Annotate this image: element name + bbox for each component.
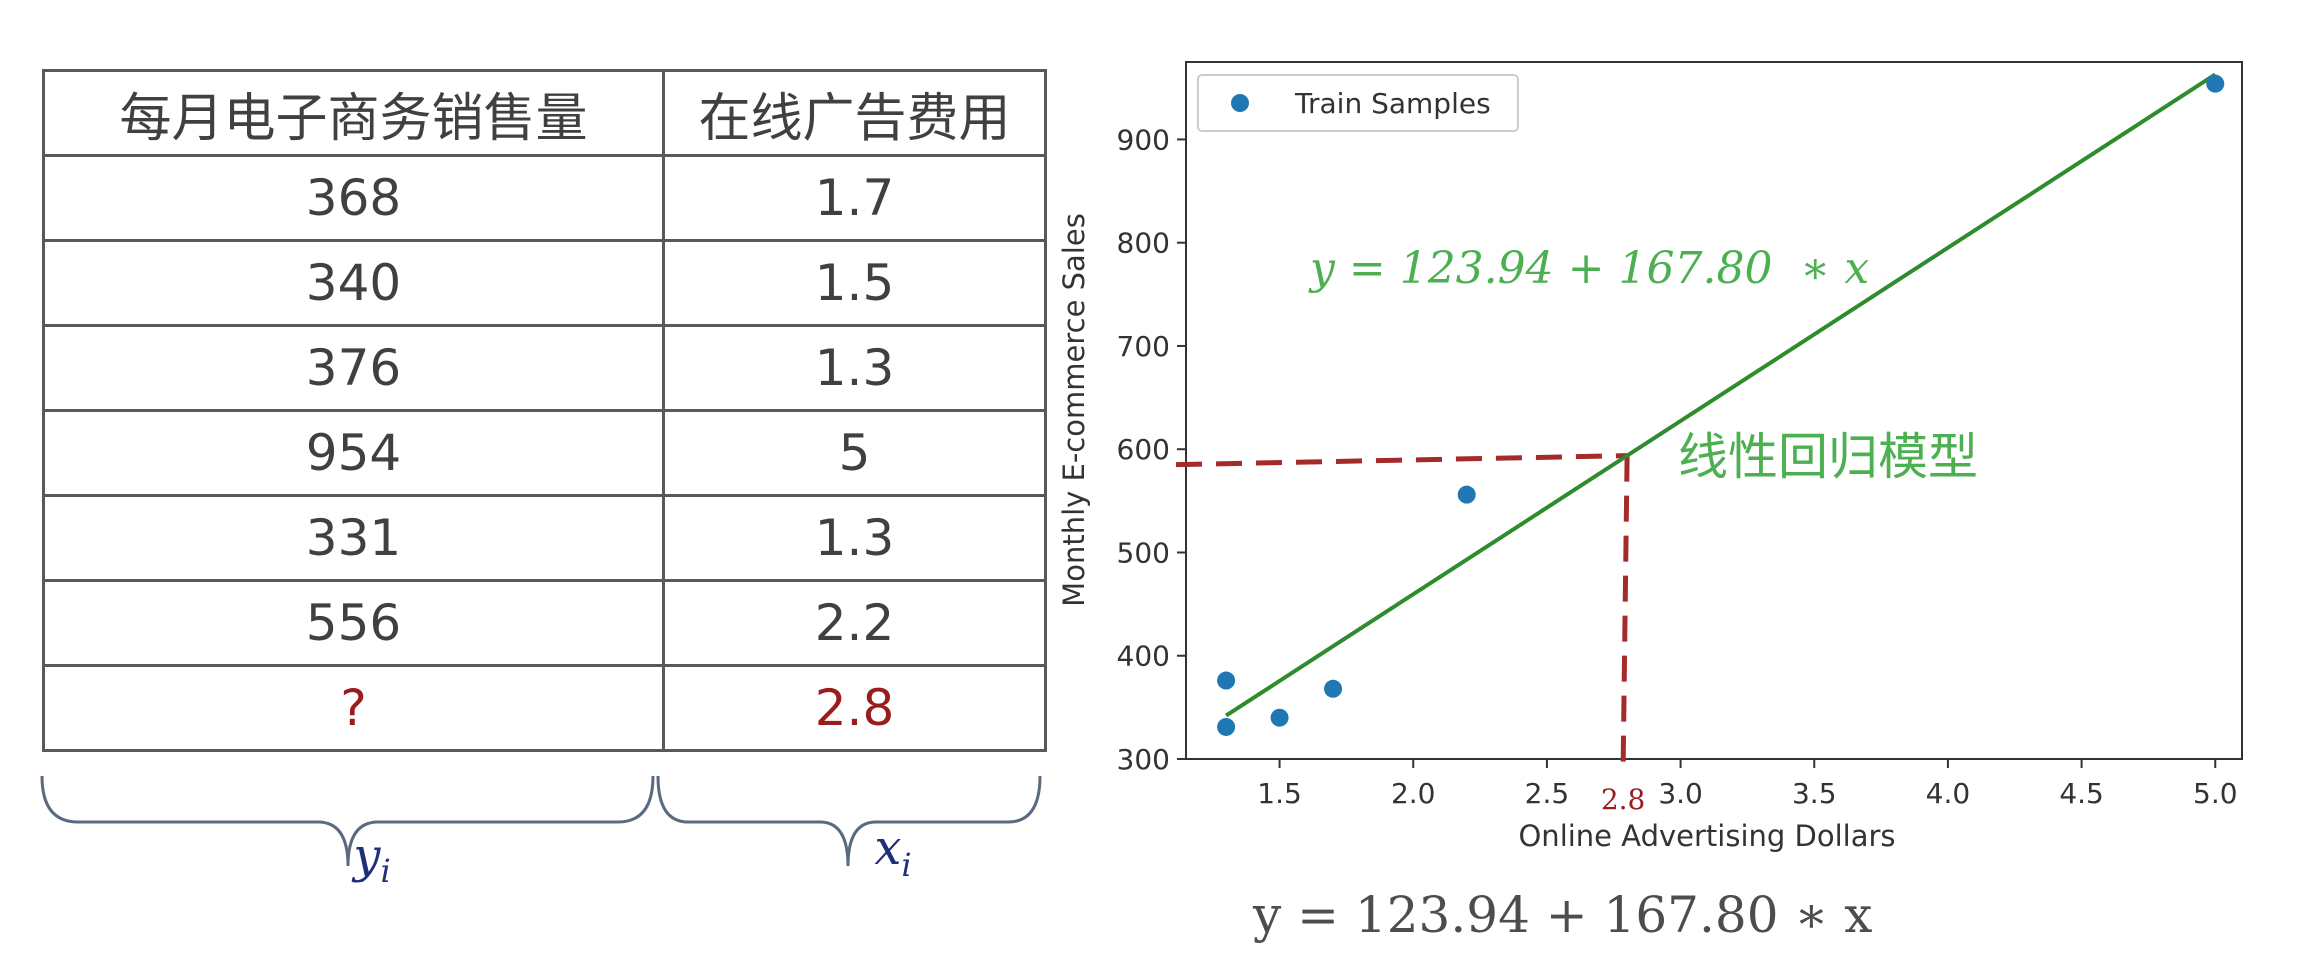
header-ad-cost: 在线广告费用 [662, 69, 1047, 157]
cell-sales-unknown: ? [42, 664, 665, 752]
legend: Train Samples [1197, 74, 1519, 132]
annotation-linear-regression: 线性回归模型 [1678, 428, 1978, 486]
x-tick-label: 3.0 [1658, 777, 1703, 810]
table-row: 376 1.3 [42, 324, 1047, 412]
data-point [1217, 717, 1236, 736]
cell-sales: 954 [42, 409, 665, 497]
cell-ad-cost: 1.7 [662, 154, 1047, 242]
equation-bottom: y = 123.94 + 167.80 ∗ x [1253, 886, 1873, 944]
cell-ad-cost: 1.5 [662, 239, 1047, 327]
cell-ad-cost: 5 [662, 409, 1047, 497]
prediction-guides [1175, 453, 1630, 768]
cell-sales: 340 [42, 239, 665, 327]
x-tick-label: 4.5 [2059, 777, 2104, 810]
table-header-row: 每月电子商务销售量 在线广告费用 [42, 69, 1047, 157]
prediction-horizontal-guide [1175, 453, 1628, 468]
y-tick-label: 300 [1117, 743, 1170, 776]
y-tick-label: 700 [1117, 330, 1170, 363]
brace-x-subscript: i [901, 846, 911, 884]
table-row: 331 1.3 [42, 494, 1047, 582]
braces: yi xi [40, 775, 1042, 890]
cell-sales: 556 [42, 579, 665, 667]
cell-ad-cost: 2.2 [662, 579, 1047, 667]
equation-on-chart: y = 123.94 + 167.80 ∗ x [1308, 243, 1869, 294]
table-row: 368 1.7 [42, 154, 1047, 242]
data-point [1324, 679, 1343, 698]
y-tick-label: 600 [1117, 433, 1170, 466]
data-point [2206, 74, 2225, 93]
prediction-x-label: 2.8 [1601, 783, 1646, 816]
cell-sales: 368 [42, 154, 665, 242]
legend-box [1197, 74, 1519, 132]
table-row: 556 2.2 [42, 579, 1047, 667]
brace-y-label: y [351, 828, 381, 884]
y-axis: 300 400 500 600 700 800 900 [1117, 123, 1186, 776]
brace-y [40, 775, 655, 867]
table-row-unknown: ? 2.8 [42, 664, 1047, 752]
y-axis-label: Monthly E-commerce Sales [1057, 213, 1091, 607]
cell-ad-cost: 1.3 [662, 494, 1047, 582]
cell-sales: 331 [42, 494, 665, 582]
cell-ad-cost-query: 2.8 [662, 664, 1047, 752]
y-tick-label: 400 [1117, 640, 1170, 673]
legend-marker [1231, 94, 1249, 112]
legend-label: Train Samples [1294, 87, 1491, 120]
x-tick-label: 2.0 [1391, 777, 1436, 810]
brace-x [656, 775, 1042, 867]
header-sales: 每月电子商务销售量 [42, 69, 665, 157]
svg-text:xi: xi [874, 820, 911, 884]
data-point [1217, 671, 1236, 690]
brace-y-subscript: i [380, 852, 390, 890]
x-tick-label: 3.5 [1792, 777, 1837, 810]
y-tick-label: 900 [1117, 123, 1170, 156]
x-tick-label: 1.5 [1257, 777, 1302, 810]
x-tick-label: 2.5 [1525, 777, 1570, 810]
x-axis: 1.5 2.0 2.5 3.0 3.5 4.0 4.5 5.0 [1257, 759, 2238, 810]
regression-line [1225, 72, 2217, 718]
table-row: 954 5 [42, 409, 1047, 497]
x-axis-label: Online Advertising Dollars [1518, 819, 1895, 853]
brace-x-label: x [874, 820, 901, 876]
data-table: 每月电子商务销售量 在线广告费用 368 1.7 340 1.5 376 1.3… [42, 69, 1047, 752]
x-tick-label: 5.0 [2193, 777, 2238, 810]
x-tick-label: 4.0 [1926, 777, 1971, 810]
data-point [1270, 708, 1289, 727]
svg-text:yi: yi [351, 828, 390, 890]
cell-ad-cost: 1.3 [662, 324, 1047, 412]
data-points [1217, 74, 2225, 736]
table-row: 340 1.5 [42, 239, 1047, 327]
y-tick-label: 800 [1117, 227, 1170, 260]
prediction-vertical-guide [1620, 455, 1630, 768]
plot-frame [1185, 61, 2243, 760]
y-tick-label: 500 [1117, 536, 1170, 569]
data-point [1457, 485, 1476, 504]
cell-sales: 376 [42, 324, 665, 412]
